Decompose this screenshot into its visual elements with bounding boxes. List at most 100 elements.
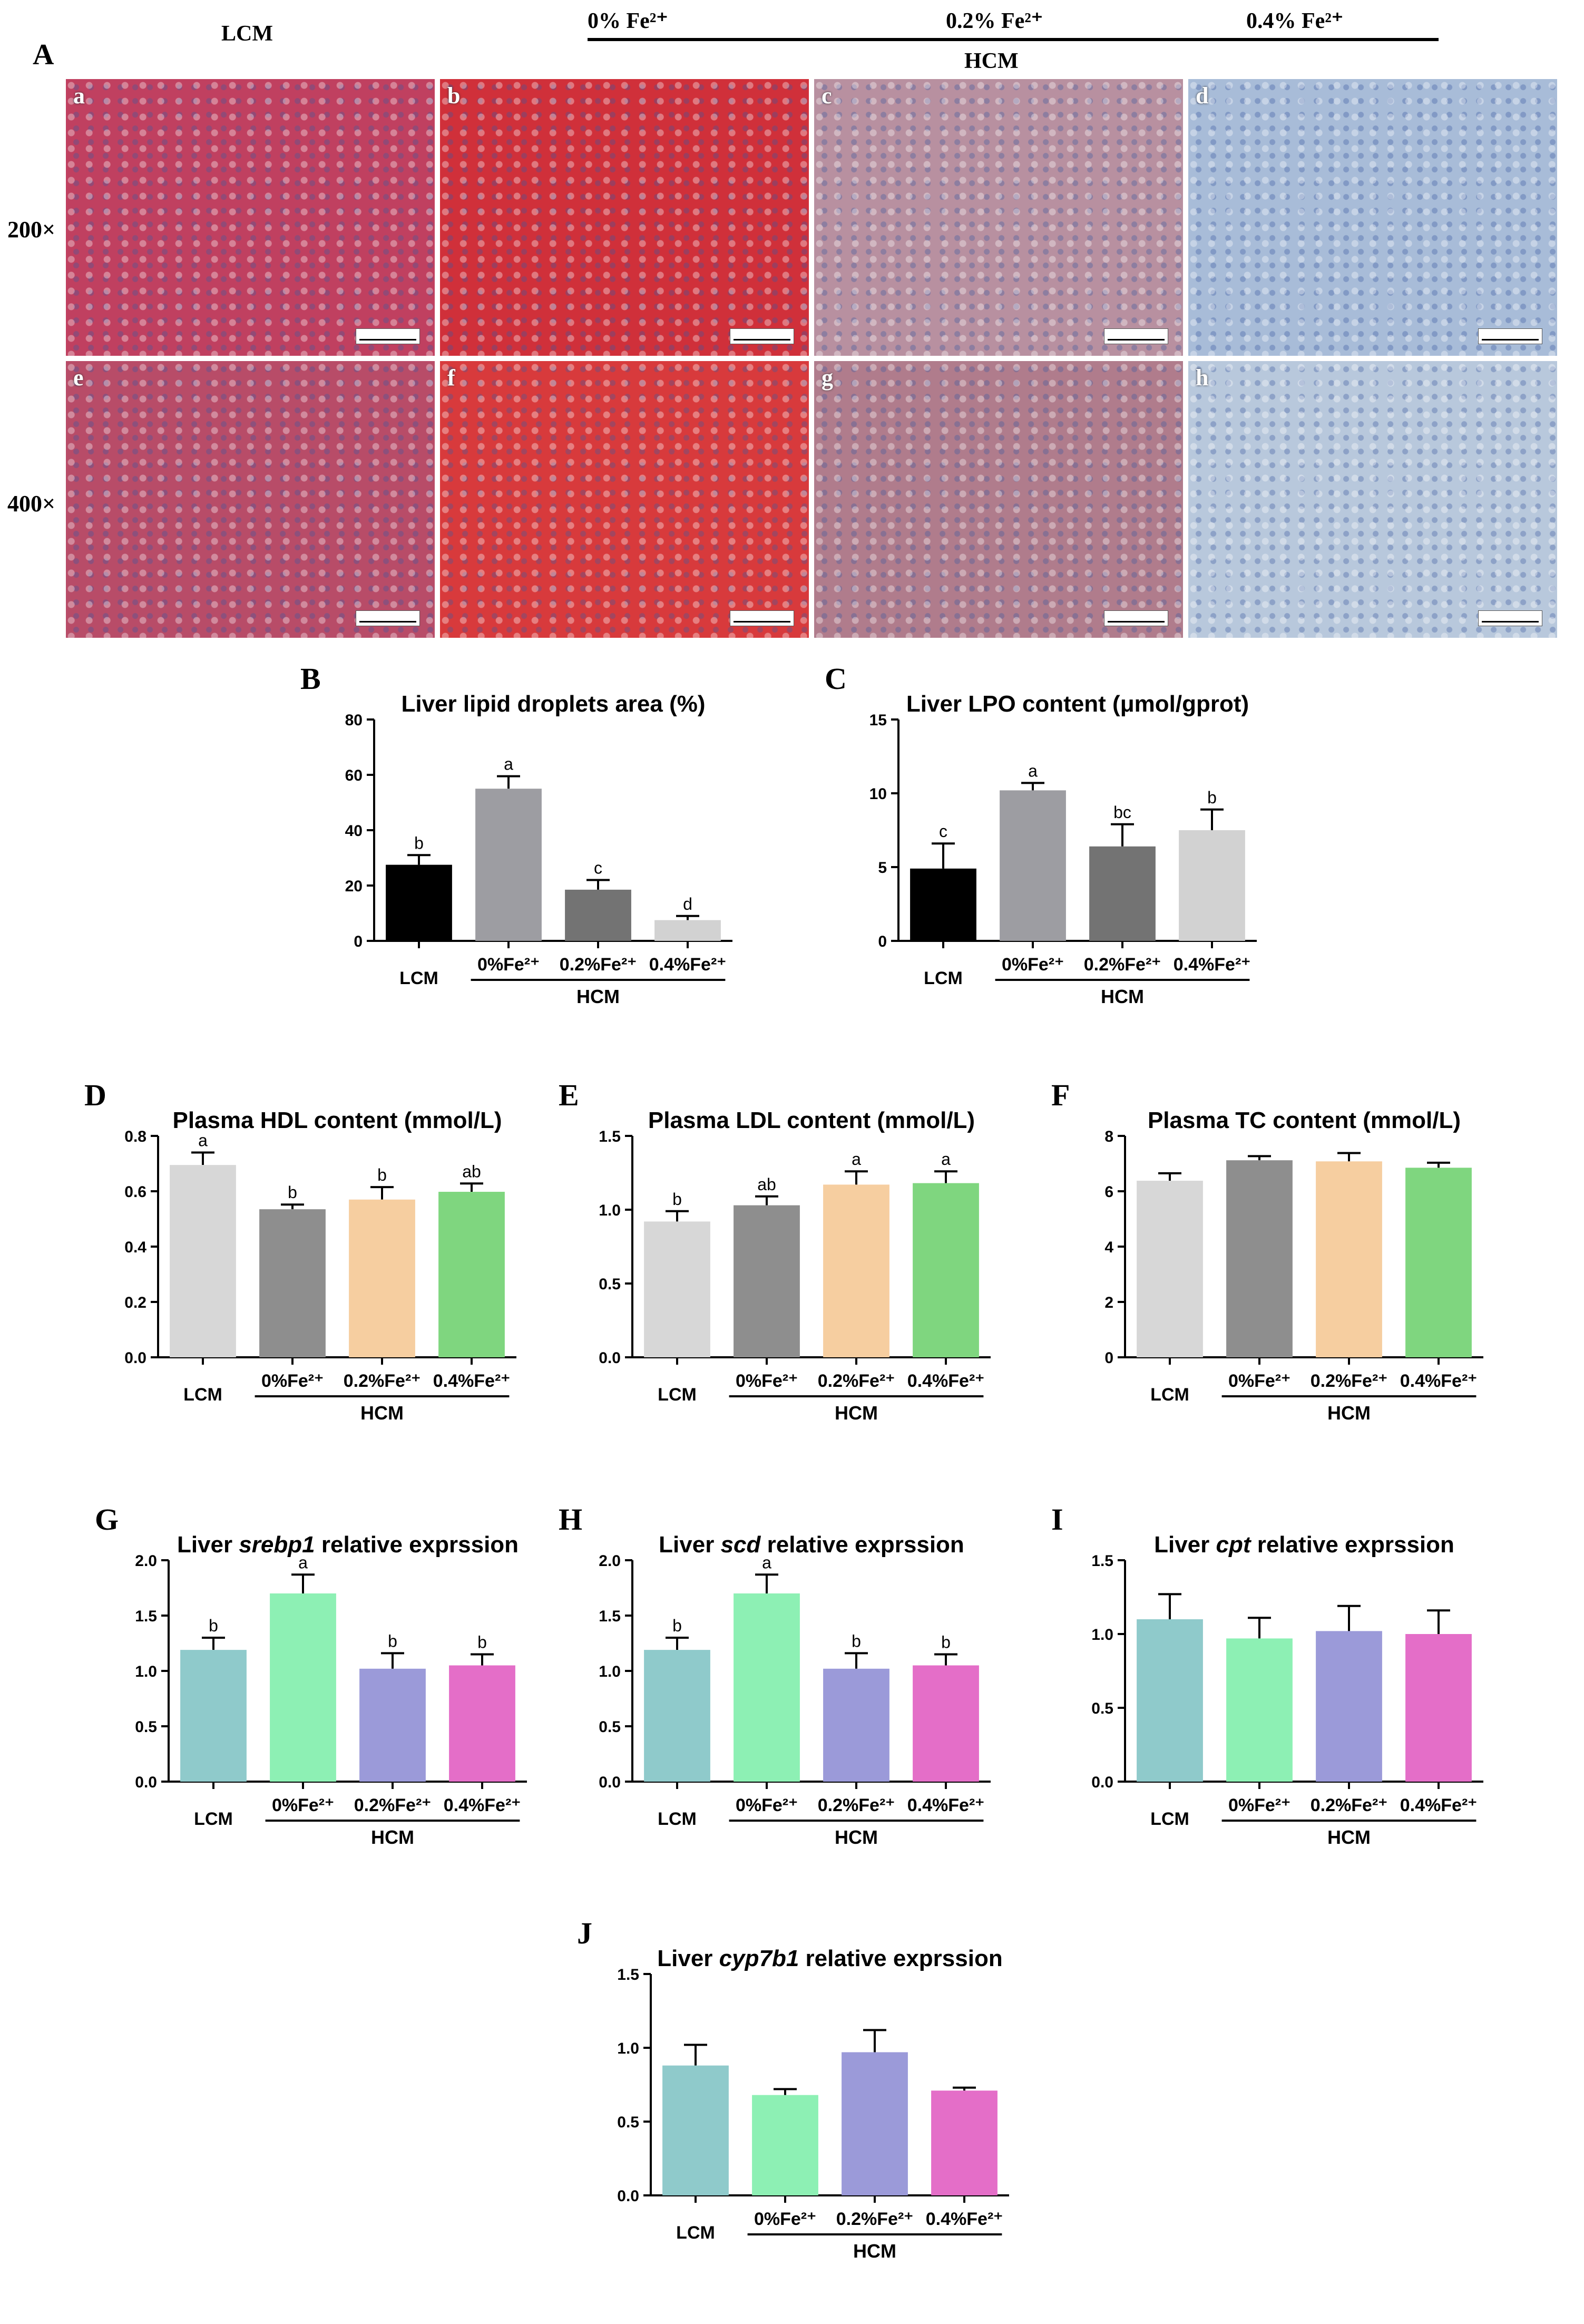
chart-svg-F: F Plasma TC content (mmol/L) 0 2 4 6 8 LCM 0%Fe²… [1051, 1078, 1483, 1424]
significance-letter: d [683, 894, 692, 913]
micrograph-b: b [440, 79, 809, 356]
significance-letter: b [377, 1165, 387, 1184]
group-label-0: 0% Fe²⁺ [588, 9, 668, 33]
bar [913, 1665, 979, 1782]
category-label: 0%Fe²⁺ [261, 1371, 324, 1391]
y-tick-label: 1.5 [599, 1128, 621, 1145]
chart-J: J Liver cyp7b1 relative exprssion 0.0 0.5 1.… [572, 1916, 1035, 2296]
group-label-1: 0.2% Fe²⁺ [946, 9, 1043, 33]
y-tick-label: 0 [354, 933, 363, 950]
chart-title: Liver srebp1 relative exprssion [177, 1532, 519, 1558]
bar [449, 1665, 515, 1782]
bar [1405, 1168, 1472, 1357]
bar [910, 868, 976, 941]
chart-B: B Liver lipid droplets area (%) 0 20 40 60 80 b… [295, 662, 759, 1041]
y-tick-label: 1.0 [1091, 1626, 1113, 1644]
significance-letter: b [477, 1633, 487, 1652]
significance-letter: a [504, 755, 513, 774]
category-label: 0.4%Fe²⁺ [926, 2209, 1003, 2229]
significance-letter: a [852, 1150, 861, 1169]
bar [1316, 1631, 1382, 1782]
category-label: LCM [183, 1385, 222, 1405]
y-tick-label: 0.0 [599, 1349, 621, 1367]
bar [823, 1184, 889, 1357]
significance-letter: b [852, 1631, 861, 1650]
chart-title: Plasma HDL content (mmol/L) [172, 1107, 502, 1133]
subpanel-label: g [822, 365, 833, 391]
bar [475, 789, 542, 941]
category-label: LCM [658, 1809, 697, 1829]
bar [752, 2095, 818, 2195]
category-label: 0.2%Fe²⁺ [836, 2209, 913, 2229]
y-tick-label: 1.5 [599, 1608, 621, 1625]
hcm-group-label: HCM [576, 986, 620, 1007]
bar [386, 864, 452, 941]
category-label: LCM [676, 2223, 715, 2243]
y-tick-label: 1.0 [617, 2040, 639, 2057]
y-tick-label: 1.0 [135, 1663, 157, 1680]
significance-letter: b [672, 1616, 682, 1635]
bar [1226, 1160, 1293, 1357]
y-tick-label: 6 [1104, 1183, 1113, 1201]
hcm-group-label: HCM [360, 1402, 404, 1424]
category-label: 0.2%Fe²⁺ [1311, 1371, 1387, 1391]
y-tick-label: 0.0 [599, 1774, 621, 1791]
bar [662, 2065, 729, 2195]
bar [913, 1183, 979, 1357]
category-label: 0%Fe²⁺ [754, 2209, 816, 2229]
bar [734, 1593, 800, 1782]
bar [644, 1221, 710, 1357]
panel-letter-B: B [300, 662, 321, 696]
category-label: 0.2%Fe²⁺ [344, 1371, 421, 1391]
significance-letter: b [288, 1183, 297, 1202]
category-label: 0%Fe²⁺ [1228, 1795, 1290, 1815]
y-tick-label: 0.5 [617, 2114, 639, 2131]
category-label: LCM [658, 1385, 697, 1405]
y-tick-label: 0 [878, 933, 887, 950]
significance-letter: a [298, 1553, 308, 1572]
micrograph-g: g [814, 361, 1183, 638]
scale-bar [1478, 610, 1542, 626]
y-tick-label: 2.0 [599, 1552, 621, 1570]
micrograph-d: d [1188, 79, 1557, 356]
significance-letter: b [388, 1631, 397, 1650]
subpanel-label: h [1196, 365, 1209, 391]
bar [1226, 1638, 1293, 1782]
scale-bar [1478, 328, 1542, 344]
y-tick-label: 5 [878, 859, 887, 877]
chart-H: H Liver scd relative exprssion 0.0 0.5 1.0 1.… [553, 1502, 1017, 1882]
bar [565, 889, 631, 941]
scale-bar [356, 328, 420, 344]
y-tick-label: 4 [1104, 1239, 1113, 1256]
mag-200: 200× [7, 217, 56, 242]
lcm-header: LCM [221, 22, 273, 46]
panel-letter-F: F [1051, 1078, 1070, 1112]
chart-I: I Liver cpt relative exprssion 0.0 0.5 1.0 1.… [1046, 1502, 1510, 1882]
y-tick-label: 1.5 [1091, 1552, 1113, 1570]
category-label: 0%Fe²⁺ [736, 1371, 798, 1391]
category-label: 0%Fe²⁺ [1002, 955, 1064, 975]
subpanel-label: a [73, 83, 85, 109]
bar [823, 1668, 889, 1782]
panel-letter-I: I [1051, 1502, 1063, 1537]
significance-letter: ab [757, 1175, 776, 1194]
significance-letter: b [1207, 788, 1217, 807]
chart-G: G Liver srebp1 relative exprssion 0.0 0.5 1.… [90, 1502, 553, 1882]
hcm-group-label: HCM [835, 1402, 878, 1424]
mag-400: 400× [7, 491, 56, 517]
y-tick-label: 1.0 [599, 1663, 621, 1680]
category-label: LCM [399, 968, 438, 988]
panel-letter-J: J [577, 1916, 592, 1950]
panel-letter-G: G [95, 1502, 119, 1537]
bar [1137, 1619, 1203, 1782]
category-label: 0.4%Fe²⁺ [907, 1371, 984, 1391]
chart-C: C Liver LPO content (μmol/gprot) 0 5 10 15 c LC… [819, 662, 1283, 1041]
chart-title: Liver LPO content (μmol/gprot) [906, 691, 1249, 717]
y-tick-label: 0.5 [599, 1718, 621, 1736]
category-label: 0.2%Fe²⁺ [1084, 955, 1161, 975]
category-label: 0.4%Fe²⁺ [649, 955, 726, 975]
bar [644, 1650, 710, 1782]
scale-bar [1104, 610, 1168, 626]
y-tick-label: 0.0 [124, 1349, 146, 1367]
chart-F: F Plasma TC content (mmol/L) 0 2 4 6 8 LCM 0%Fe²… [1046, 1078, 1510, 1457]
